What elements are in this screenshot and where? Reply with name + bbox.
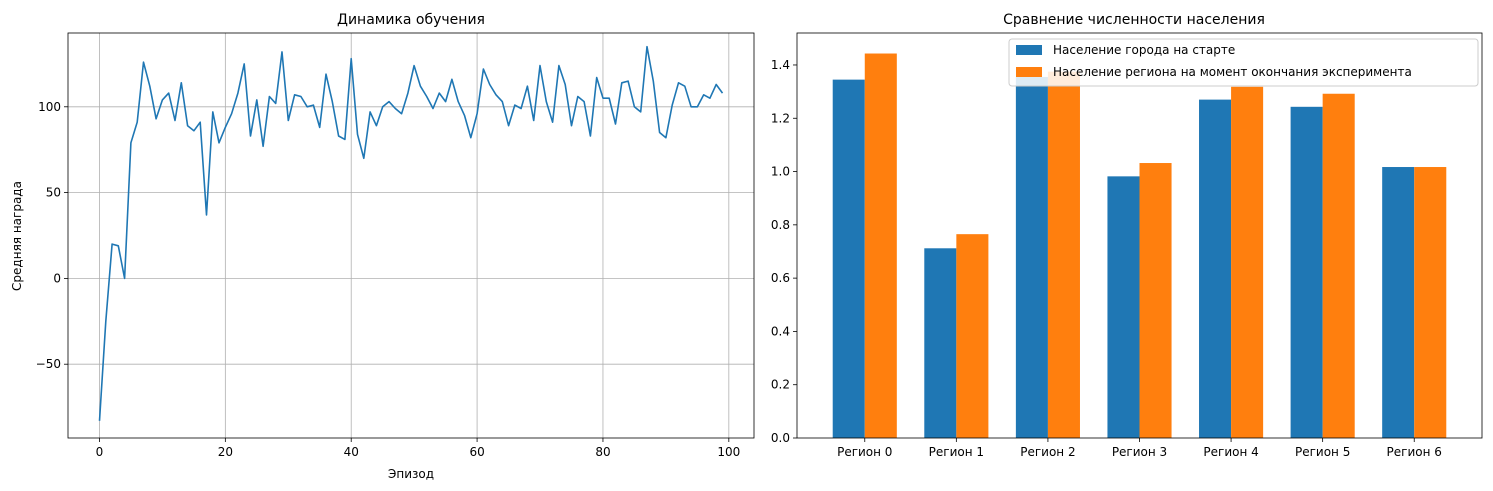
bar-chart-x-tick-label: Регион 5	[1295, 445, 1350, 459]
line-chart-y-tick-label: 50	[46, 186, 61, 200]
line-chart-x-tick-label: 40	[344, 445, 359, 459]
legend-label-start: Население города на старте	[1053, 43, 1235, 57]
legend-label-end: Население региона на момент окончания эк…	[1053, 65, 1412, 79]
bar-chart-y-tick-label: 0.4	[771, 324, 790, 338]
bar-chart-y-tick-label: 0.8	[771, 218, 790, 232]
bar-chart-y-tick-label: 1.0	[771, 165, 790, 179]
line-chart-y-ticks: −50 0 50 100	[36, 100, 68, 371]
bar-series-0-region-3	[1107, 176, 1140, 438]
line-chart-title: Динамика обучения	[337, 12, 485, 28]
bar-series-1-region-1	[956, 234, 989, 438]
legend-box	[1008, 38, 1479, 87]
line-chart-plot-area	[68, 33, 754, 438]
line-chart-y-axis-label: Средняя награда	[10, 181, 24, 291]
line-chart-x-tick-label: 100	[717, 445, 740, 459]
bar-chart-x-tick-label: Регион 6	[1387, 445, 1442, 459]
bar-chart-x-ticks: Регион 0 Регион 1 Регион 2 Регион 3 Регион 4…	[837, 438, 1442, 459]
bar-chart-x-tick-label: Регион 4	[1203, 445, 1258, 459]
bar-chart-y-tick-label: 0.2	[771, 378, 790, 392]
bar-series-0-region-4	[1199, 99, 1232, 438]
bar-chart-x-tick-label: Регион 0	[837, 445, 892, 459]
bar-chart: Сравнение численности населения Регион 0…	[771, 12, 1483, 459]
line-chart-frame	[67, 32, 755, 439]
line-chart-series	[98, 45, 724, 421]
bar-chart-y-tick-label: 1.2	[771, 111, 790, 125]
bar-series-0-region-0	[832, 79, 865, 438]
bar-series-1-region-4	[1231, 86, 1264, 439]
line-chart-x-tick-label: 0	[96, 445, 104, 459]
line-chart-y-tick-label: −50	[36, 357, 61, 371]
line-chart-y-tick-label: 100	[38, 100, 61, 114]
line-chart: Динамика обучения 0 20 40 60 80 100 −50 0 50 100…	[10, 12, 755, 481]
bar-series-0-region-6	[1382, 167, 1415, 439]
bar-chart-x-tick-label: Регион 3	[1112, 445, 1167, 459]
bar-series-1-region-6	[1414, 167, 1447, 439]
bar-chart-y-tick-label: 0.0	[771, 431, 790, 445]
bar-chart-y-tick-label: 1.4	[771, 58, 790, 72]
bar-chart-legend: Население города на старте Население рег…	[1008, 38, 1479, 87]
bar-series-0-region-1	[924, 248, 957, 438]
bar-chart-y-ticks: 0.0 0.2 0.4 0.6 0.8 1.0 1.2 1.4	[771, 58, 797, 445]
line-chart-x-axis-label: Эпизод	[388, 467, 434, 481]
line-chart-x-tick-label: 60	[469, 445, 484, 459]
legend-swatch-end	[1016, 67, 1042, 77]
bar-chart-x-tick-label: Регион 1	[929, 445, 984, 459]
line-chart-x-ticks: 0 20 40 60 80 100	[96, 438, 740, 459]
line-chart-grid	[68, 33, 754, 438]
bar-chart-title: Сравнение численности населения	[1003, 12, 1265, 28]
bar-chart-bars	[832, 53, 1447, 439]
bar-series-0-region-5	[1290, 106, 1323, 439]
line-chart-y-tick-label: 0	[53, 271, 61, 285]
line-chart-x-tick-label: 20	[218, 445, 233, 459]
bar-chart-x-tick-label: Регион 2	[1020, 445, 1075, 459]
bar-chart-y-tick-label: 0.6	[771, 271, 790, 285]
bar-series-0-region-2	[1015, 76, 1048, 439]
line-chart-x-tick-label: 80	[595, 445, 610, 459]
bar-series-1-region-5	[1322, 93, 1355, 438]
legend-swatch-start	[1016, 45, 1042, 55]
bar-series-1-region-0	[864, 53, 897, 438]
line-series-reward	[98, 45, 724, 421]
bar-series-1-region-2	[1047, 71, 1080, 439]
bar-series-1-region-3	[1139, 163, 1172, 439]
